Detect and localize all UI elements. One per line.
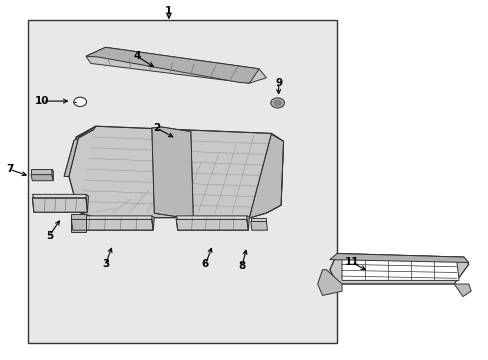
Polygon shape xyxy=(52,169,53,181)
Polygon shape xyxy=(246,216,249,230)
Polygon shape xyxy=(176,220,248,230)
Circle shape xyxy=(74,97,86,107)
Polygon shape xyxy=(250,219,266,221)
Polygon shape xyxy=(250,221,267,230)
Text: 8: 8 xyxy=(238,261,245,271)
Polygon shape xyxy=(176,216,248,220)
Polygon shape xyxy=(71,214,86,232)
Circle shape xyxy=(274,100,281,105)
Text: 7: 7 xyxy=(6,164,13,174)
Polygon shape xyxy=(69,126,283,218)
Polygon shape xyxy=(31,175,53,181)
Text: 1: 1 xyxy=(165,6,172,17)
Text: 4: 4 xyxy=(133,51,141,61)
Polygon shape xyxy=(64,126,96,176)
Text: 2: 2 xyxy=(153,123,160,133)
Polygon shape xyxy=(246,134,283,219)
Bar xyxy=(27,21,336,343)
Polygon shape xyxy=(32,194,87,198)
Polygon shape xyxy=(71,216,153,220)
Polygon shape xyxy=(32,198,87,212)
Polygon shape xyxy=(341,257,458,280)
Text: 11: 11 xyxy=(344,257,358,267)
Polygon shape xyxy=(86,47,266,83)
Text: 9: 9 xyxy=(275,78,282,88)
Polygon shape xyxy=(31,169,52,175)
Polygon shape xyxy=(329,253,468,262)
Text: 3: 3 xyxy=(102,259,109,269)
Polygon shape xyxy=(453,284,470,297)
Text: 10: 10 xyxy=(35,96,49,106)
Polygon shape xyxy=(86,194,88,212)
Text: 5: 5 xyxy=(46,231,53,240)
Polygon shape xyxy=(329,253,468,284)
Polygon shape xyxy=(71,220,153,230)
Polygon shape xyxy=(317,270,341,296)
Circle shape xyxy=(270,98,284,108)
Polygon shape xyxy=(152,127,193,218)
Polygon shape xyxy=(86,47,259,83)
Polygon shape xyxy=(152,216,154,230)
Text: 6: 6 xyxy=(202,259,209,269)
